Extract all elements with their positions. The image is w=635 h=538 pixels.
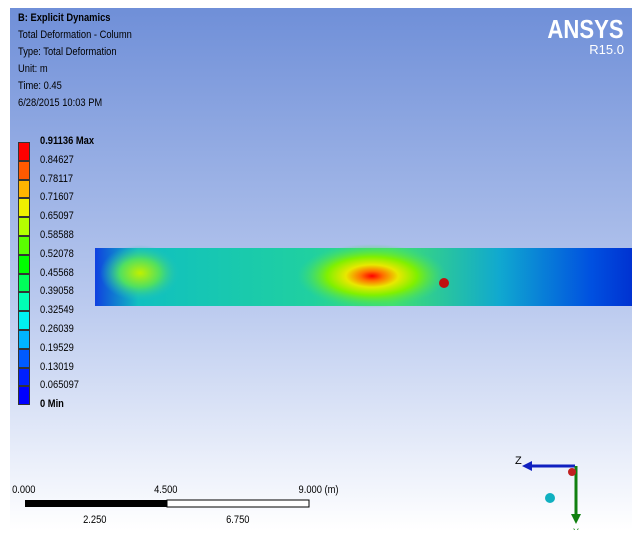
scale-segment	[167, 500, 309, 507]
triad-ball	[545, 493, 555, 503]
legend-swatch	[18, 311, 30, 330]
legend-label: 0.84627	[40, 154, 74, 166]
triad-label: Z	[515, 455, 522, 467]
legend-label: 0 Min	[40, 398, 64, 410]
viewport: Z Y B: Explicit Dynamics Total Deformatio…	[10, 8, 632, 530]
legend-swatch	[18, 236, 30, 255]
header-line: Time: 0.45	[18, 80, 62, 92]
legend-swatch	[18, 386, 30, 405]
legend-label: 0.58588	[40, 229, 74, 241]
page: Z Y B: Explicit Dynamics Total Deformatio…	[0, 0, 635, 538]
legend-label: 0.71607	[40, 191, 74, 203]
legend-label: 0.39058	[40, 285, 74, 297]
legend-label: 0.78117	[40, 173, 73, 185]
y-arrow	[571, 514, 581, 524]
scale-label: 6.750	[226, 514, 249, 526]
z-arrow	[522, 461, 532, 471]
header-line: Total Deformation - Column	[18, 29, 132, 41]
legend-swatch	[18, 349, 30, 368]
logo-name: ANSYS	[548, 16, 624, 42]
legend-swatch	[18, 274, 30, 293]
triad-label: Y	[573, 527, 579, 530]
scale-label: 2.250	[83, 514, 106, 526]
header-line: Unit: m	[18, 63, 48, 75]
legend-label: 0.91136 Max	[40, 135, 94, 147]
scale-segment	[25, 500, 167, 507]
logo-version: R15.0	[534, 42, 624, 57]
legend-swatch	[18, 180, 30, 199]
legend-swatch	[18, 142, 30, 161]
header-line: Type: Total Deformation	[18, 46, 117, 58]
legend-label: 0.19529	[40, 342, 74, 354]
scale-label: 0.000	[12, 484, 35, 496]
hot-spot	[297, 244, 447, 308]
scale-label: 4.500	[154, 484, 177, 496]
legend-swatch	[18, 217, 30, 236]
legend-label: 0.45568	[40, 267, 74, 279]
header-line: 6/28/2015 10:03 PM	[18, 97, 102, 109]
triad-origin	[568, 468, 576, 476]
scale-label: 9.000 (m)	[299, 484, 339, 496]
legend-label: 0.065097	[40, 379, 79, 391]
legend-swatch	[18, 198, 30, 217]
legend-label: 0.26039	[40, 323, 74, 335]
legend-label: 0.13019	[40, 361, 74, 373]
logo: ANSYS R15.0	[534, 16, 624, 57]
header-line: B: Explicit Dynamics	[18, 12, 111, 24]
probe-point	[439, 278, 449, 288]
legend-swatch	[18, 330, 30, 349]
legend-swatch	[18, 368, 30, 387]
legend-label: 0.52078	[40, 248, 74, 260]
warm-spot	[100, 245, 180, 301]
legend-swatch	[18, 255, 30, 274]
legend-label: 0.32549	[40, 304, 74, 316]
model: Z Y	[10, 8, 632, 530]
legend-swatch	[18, 161, 30, 180]
legend-swatch	[18, 292, 30, 311]
legend-label: 0.65097	[40, 210, 74, 222]
